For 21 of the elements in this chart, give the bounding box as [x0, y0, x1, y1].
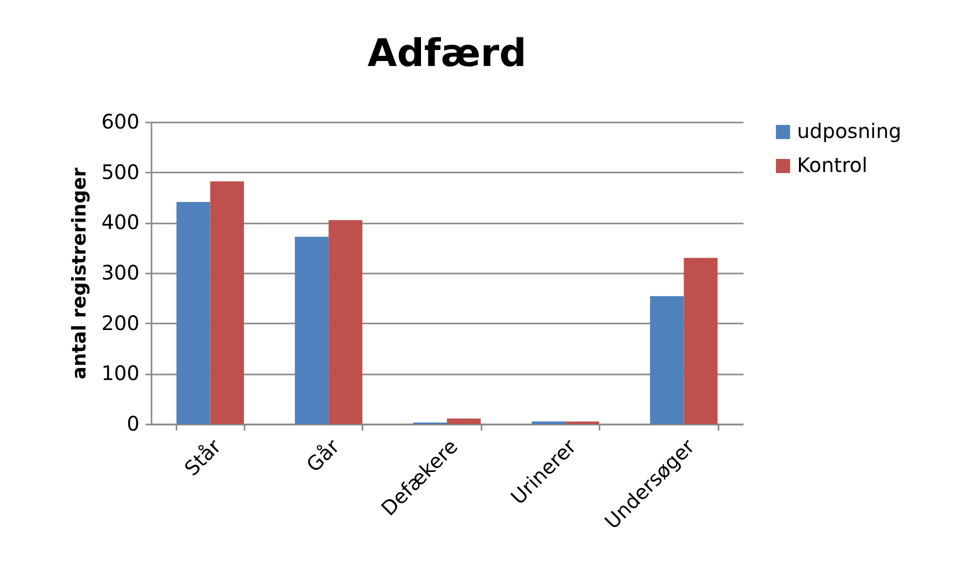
y-tick-label: 500 — [101, 160, 140, 184]
bar — [565, 421, 600, 424]
bar — [650, 296, 684, 424]
legend-label: Kontrol — [797, 153, 868, 177]
legend-label: udposning — [797, 119, 902, 143]
bar — [210, 181, 244, 424]
bar — [294, 236, 329, 424]
y-tick-label: 400 — [101, 210, 140, 234]
bar — [532, 421, 566, 424]
y-tick-label: 300 — [101, 260, 140, 284]
y-tick-label: 200 — [101, 310, 140, 335]
bar — [447, 418, 481, 424]
chart-title: Adfærd — [368, 31, 526, 75]
y-tick-label: 600 — [101, 110, 140, 134]
x-tick-label: Går — [302, 434, 344, 477]
y-tick-label: 100 — [101, 361, 140, 386]
bar — [684, 258, 718, 424]
bar — [328, 220, 362, 424]
y-tick-label: 0 — [126, 412, 140, 436]
y-axis-title: antal registreringer — [68, 167, 90, 380]
bar — [176, 202, 210, 424]
